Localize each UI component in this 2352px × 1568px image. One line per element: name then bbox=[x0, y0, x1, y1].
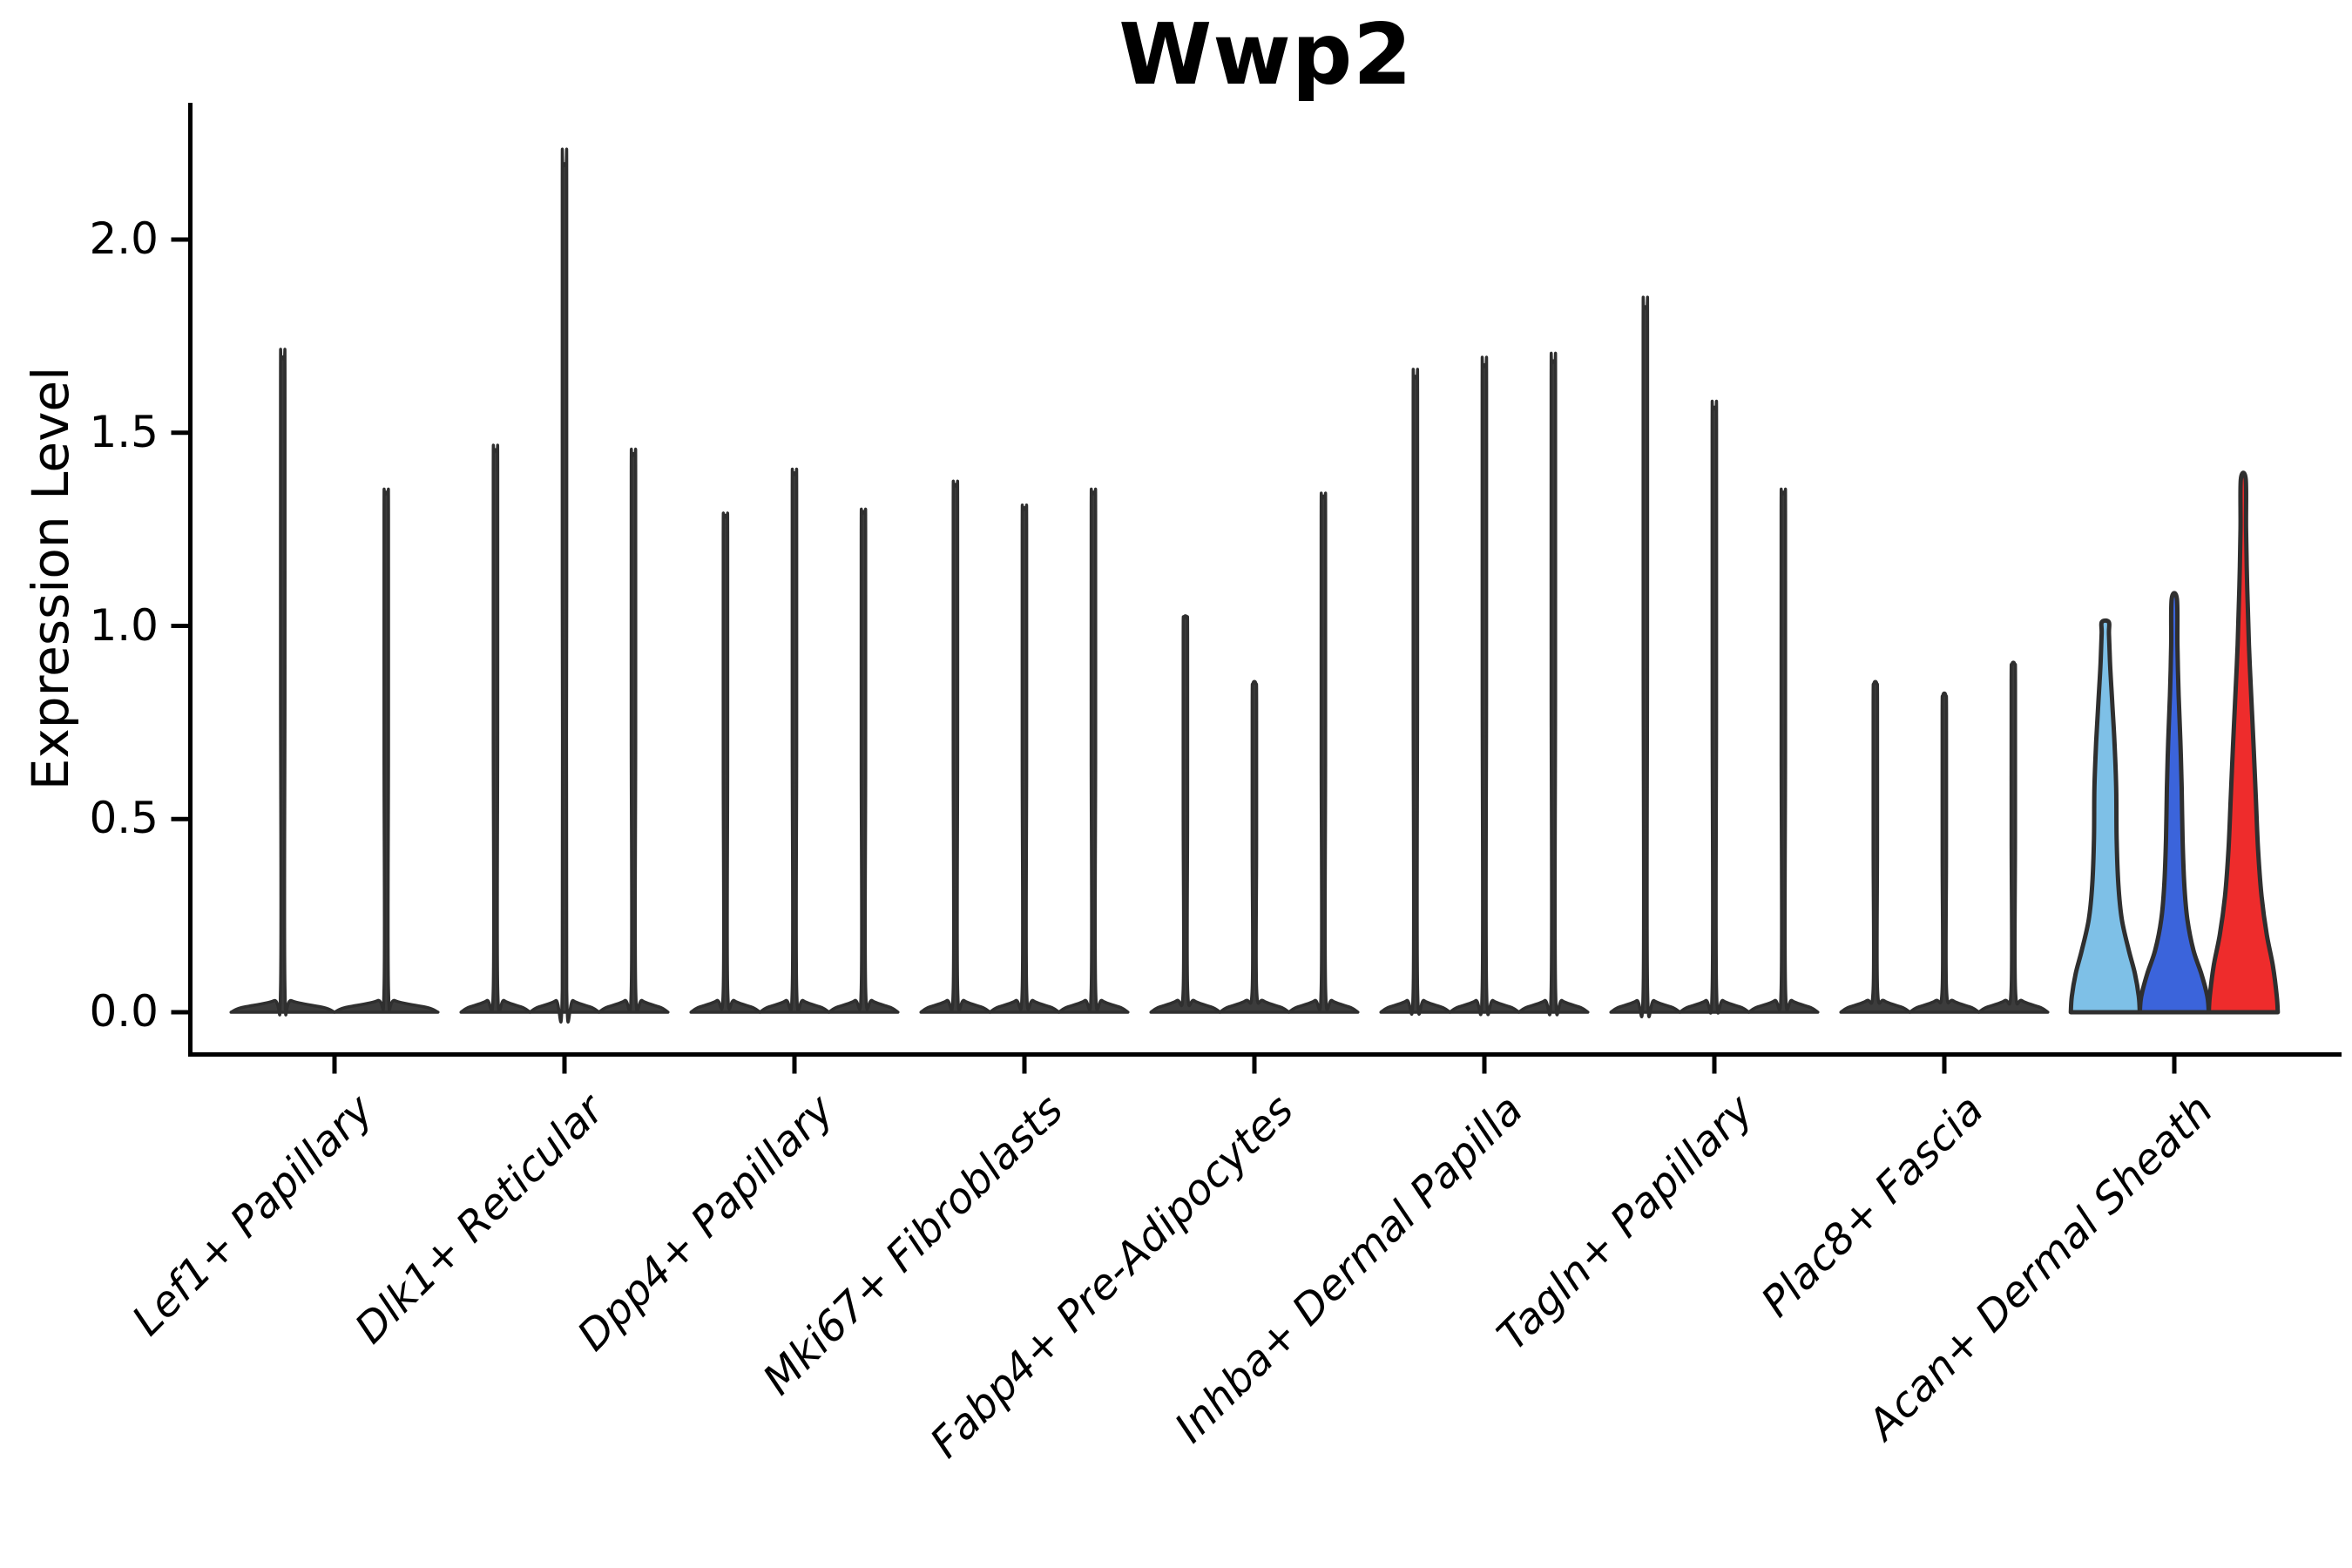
violin-inhba-dermal-papilla-1 bbox=[1448, 355, 1521, 1017]
violin-acan-dermal-sheath-1 bbox=[2137, 591, 2212, 1015]
violin-lef1-papillary-0 bbox=[229, 348, 336, 1017]
violin-dpp4-papillary-0 bbox=[689, 511, 762, 1014]
violin-dlk1-reticular-0 bbox=[459, 443, 532, 1014]
violin-inhba-dermal-papilla-0 bbox=[1379, 368, 1452, 1017]
violin-dpp4-papillary-1 bbox=[758, 467, 831, 1014]
y-tick-label: 2.0 bbox=[89, 213, 159, 264]
violin-fabp4-pre-adipocytes-2 bbox=[1287, 491, 1360, 1014]
violin-dpp4-papillary-2 bbox=[827, 507, 900, 1014]
violin-plac8-fascia-0 bbox=[1839, 679, 1912, 1014]
violin-acan-dermal-sheath-0 bbox=[2068, 618, 2142, 1015]
violin-dlk1-reticular-2 bbox=[597, 448, 670, 1014]
y-tick-label: 0.5 bbox=[89, 793, 159, 844]
violin-tagln-papillary-2 bbox=[1747, 487, 1820, 1014]
y-tick-label: 1.0 bbox=[89, 599, 159, 651]
plot-title: Wwp2 bbox=[1119, 5, 1413, 104]
violin-dlk1-reticular-1 bbox=[528, 147, 601, 1024]
violin-acan-dermal-sheath-2 bbox=[2207, 470, 2281, 1015]
violin-lef1-papillary-1 bbox=[333, 487, 440, 1014]
violin-plac8-fascia-1 bbox=[1908, 691, 1981, 1014]
y-tick-label: 0.0 bbox=[89, 986, 159, 1037]
violin-mki67-fibroblasts-1 bbox=[988, 504, 1061, 1014]
violin-inhba-dermal-papilla-2 bbox=[1517, 351, 1590, 1017]
violin-mki67-fibroblasts-0 bbox=[919, 479, 992, 1014]
y-tick-label: 1.5 bbox=[89, 406, 159, 457]
violin-fabp4-pre-adipocytes-1 bbox=[1218, 679, 1291, 1014]
violin-plac8-fascia-2 bbox=[1977, 660, 2050, 1014]
violin-tagln-papillary-0 bbox=[1609, 295, 1682, 1018]
violin-fabp4-pre-adipocytes-0 bbox=[1149, 614, 1222, 1014]
violin-mki67-fibroblasts-2 bbox=[1057, 487, 1130, 1014]
violin-tagln-papillary-1 bbox=[1678, 399, 1751, 1015]
